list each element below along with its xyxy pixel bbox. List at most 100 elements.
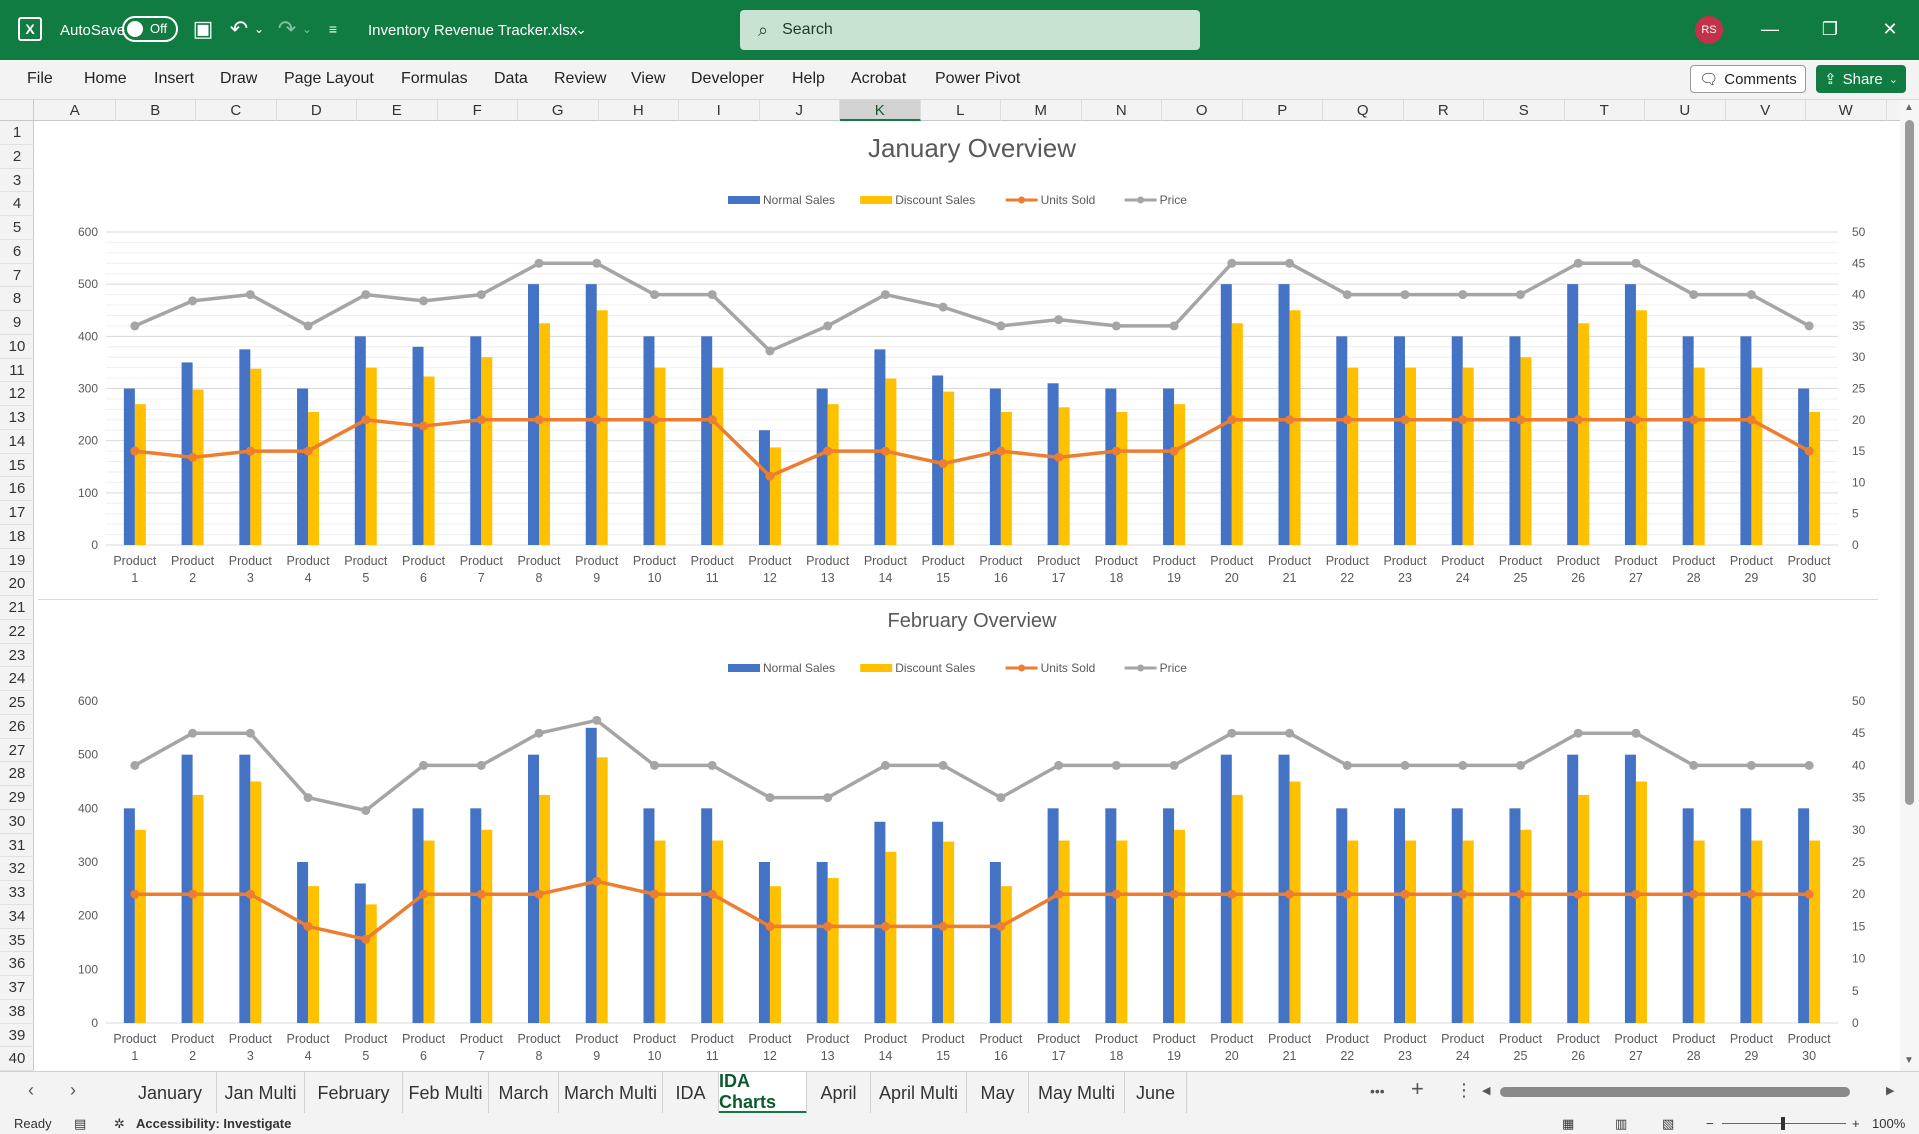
tab-home[interactable]: Home <box>84 70 127 87</box>
chart-february-overview[interactable]: February Overview Normal Sales Discount Sa… <box>38 603 1878 1071</box>
row-header-14[interactable]: 14 <box>0 430 34 454</box>
row-header-4[interactable]: 4 <box>0 192 34 216</box>
row-header-37[interactable]: 37 <box>0 976 34 1000</box>
tab-review[interactable]: Review <box>554 70 607 87</box>
row-header-7[interactable]: 7 <box>0 264 34 288</box>
row-header-32[interactable]: 32 <box>0 857 34 881</box>
sheet-tab-march-multi[interactable]: March Multi <box>559 1072 663 1114</box>
tab-data[interactable]: Data <box>494 70 528 87</box>
row-header-33[interactable]: 33 <box>0 881 34 905</box>
column-header-e[interactable]: E <box>357 100 438 121</box>
scroll-down-icon[interactable]: ▼ <box>1904 1055 1914 1066</box>
row-header-40[interactable]: 40 <box>0 1047 34 1071</box>
row-header-10[interactable]: 10 <box>0 335 34 359</box>
row-header-34[interactable]: 34 <box>0 905 34 929</box>
column-header-w[interactable]: W <box>1806 100 1887 121</box>
search-input[interactable]: ⌕ Search <box>740 10 1200 50</box>
redo-icon[interactable]: ↷ <box>277 16 297 41</box>
tab-formulas[interactable]: Formulas <box>401 70 468 87</box>
column-header-k[interactable]: K <box>840 100 921 121</box>
column-header-i[interactable]: I <box>679 100 760 121</box>
sheet-tab-may[interactable]: May <box>967 1072 1029 1114</box>
row-header-31[interactable]: 31 <box>0 834 34 858</box>
zoom-in-icon[interactable]: + <box>1852 1116 1860 1131</box>
horizontal-scroll-thumb[interactable] <box>1500 1087 1850 1097</box>
row-header-35[interactable]: 35 <box>0 929 34 953</box>
tab-developer[interactable]: Developer <box>691 70 764 87</box>
column-header-a[interactable]: A <box>35 100 116 121</box>
restore-icon[interactable]: ❐ <box>1821 18 1839 39</box>
scroll-up-icon[interactable]: ▲ <box>1904 102 1914 113</box>
tab-scroll-left-icon[interactable]: ‹ <box>28 1080 34 1100</box>
column-header-n[interactable]: N <box>1082 100 1162 121</box>
zoom-level[interactable]: 100% <box>1872 1116 1906 1131</box>
tab-page-layout[interactable]: Page Layout <box>284 70 374 87</box>
row-header-21[interactable]: 21 <box>0 596 34 620</box>
chart-january-overview[interactable]: January Overview Normal Sales Discount Sal… <box>38 125 1878 600</box>
row-header-30[interactable]: 30 <box>0 810 34 834</box>
row-header-39[interactable]: 39 <box>0 1024 34 1048</box>
avatar[interactable]: RS <box>1695 16 1723 44</box>
accessibility-icon[interactable]: ✲ <box>114 1116 125 1131</box>
horizontal-scrollbar[interactable]: ◀ ▶ <box>1482 1083 1902 1101</box>
column-header-p[interactable]: P <box>1243 100 1323 121</box>
column-header-t[interactable]: T <box>1565 100 1645 121</box>
macro-record-icon[interactable]: ▤ <box>74 1116 87 1131</box>
row-header-8[interactable]: 8 <box>0 287 34 311</box>
sheet-tab-march[interactable]: March <box>489 1072 559 1114</box>
tab-help[interactable]: Help <box>792 70 825 87</box>
row-header-29[interactable]: 29 <box>0 786 34 810</box>
sheet-tab-june[interactable]: June <box>1125 1072 1187 1114</box>
sheet-tab-may-multi[interactable]: May Multi <box>1029 1072 1125 1114</box>
share-button[interactable]: ⇪ Share ⌄ <box>1816 65 1906 93</box>
column-header-v[interactable]: V <box>1726 100 1806 121</box>
sheet-options-icon[interactable]: ⋮ <box>1455 1080 1473 1100</box>
row-header-24[interactable]: 24 <box>0 667 34 691</box>
row-header-19[interactable]: 19 <box>0 549 34 573</box>
column-header-g[interactable]: G <box>518 100 599 121</box>
column-header-c[interactable]: C <box>196 100 277 121</box>
column-header-l[interactable]: L <box>921 100 1001 121</box>
column-header-f[interactable]: F <box>438 100 518 121</box>
column-header-r[interactable]: R <box>1404 100 1484 121</box>
undo-dropdown-icon[interactable]: ⌄ <box>253 22 265 36</box>
column-header-s[interactable]: S <box>1484 100 1565 121</box>
row-header-15[interactable]: 15 <box>0 454 34 478</box>
row-header-27[interactable]: 27 <box>0 739 34 763</box>
scroll-right-icon[interactable]: ▶ <box>1886 1085 1895 1097</box>
page-break-view-icon[interactable]: ▧ <box>1662 1116 1675 1131</box>
row-header-6[interactable]: 6 <box>0 240 34 264</box>
more-sheets-icon[interactable]: ••• <box>1370 1083 1385 1099</box>
sheet-tab-ida[interactable]: IDA <box>663 1072 719 1114</box>
row-header-28[interactable]: 28 <box>0 762 34 786</box>
row-header-36[interactable]: 36 <box>0 952 34 976</box>
filename-chevron-down-icon[interactable]: ⌄ <box>575 20 587 37</box>
redo-dropdown-icon[interactable]: ⌄ <box>301 22 313 36</box>
sheet-tab-feb-multi[interactable]: Feb Multi <box>403 1072 489 1114</box>
sheet-tab-february[interactable]: February <box>305 1072 403 1114</box>
minimize-icon[interactable]: — <box>1761 18 1779 39</box>
row-header-20[interactable]: 20 <box>0 572 34 596</box>
comments-button[interactable]: 🗨 Comments <box>1690 65 1806 93</box>
sheet-tab-ida-charts[interactable]: IDA Charts <box>719 1071 807 1114</box>
save-icon[interactable]: ▣ <box>192 16 214 41</box>
scroll-left-icon[interactable]: ◀ <box>1482 1085 1491 1097</box>
row-header-12[interactable]: 12 <box>0 382 34 406</box>
file-name[interactable]: Inventory Revenue Tracker.xlsx <box>368 21 578 39</box>
column-header-q[interactable]: Q <box>1323 100 1404 121</box>
row-header-11[interactable]: 11 <box>0 359 34 383</box>
customize-toolbar-icon[interactable]: ≡ <box>328 21 338 37</box>
page-layout-view-icon[interactable]: ▥ <box>1615 1116 1628 1131</box>
row-header-18[interactable]: 18 <box>0 525 34 549</box>
column-header-d[interactable]: D <box>277 100 357 121</box>
zoom-slider-thumb[interactable] <box>1781 1117 1785 1130</box>
undo-icon[interactable]: ↶ <box>229 16 249 41</box>
row-header-17[interactable]: 17 <box>0 501 34 525</box>
row-header-13[interactable]: 13 <box>0 406 34 430</box>
vertical-scrollbar[interactable]: ▲ ▼ <box>1900 100 1919 1071</box>
row-header-22[interactable]: 22 <box>0 620 34 644</box>
tab-file[interactable]: File <box>27 70 53 87</box>
accessibility-status[interactable]: Accessibility: Investigate <box>136 1116 292 1131</box>
select-all-corner[interactable] <box>0 100 34 121</box>
sheet-tab-jan-multi[interactable]: Jan Multi <box>217 1072 305 1114</box>
